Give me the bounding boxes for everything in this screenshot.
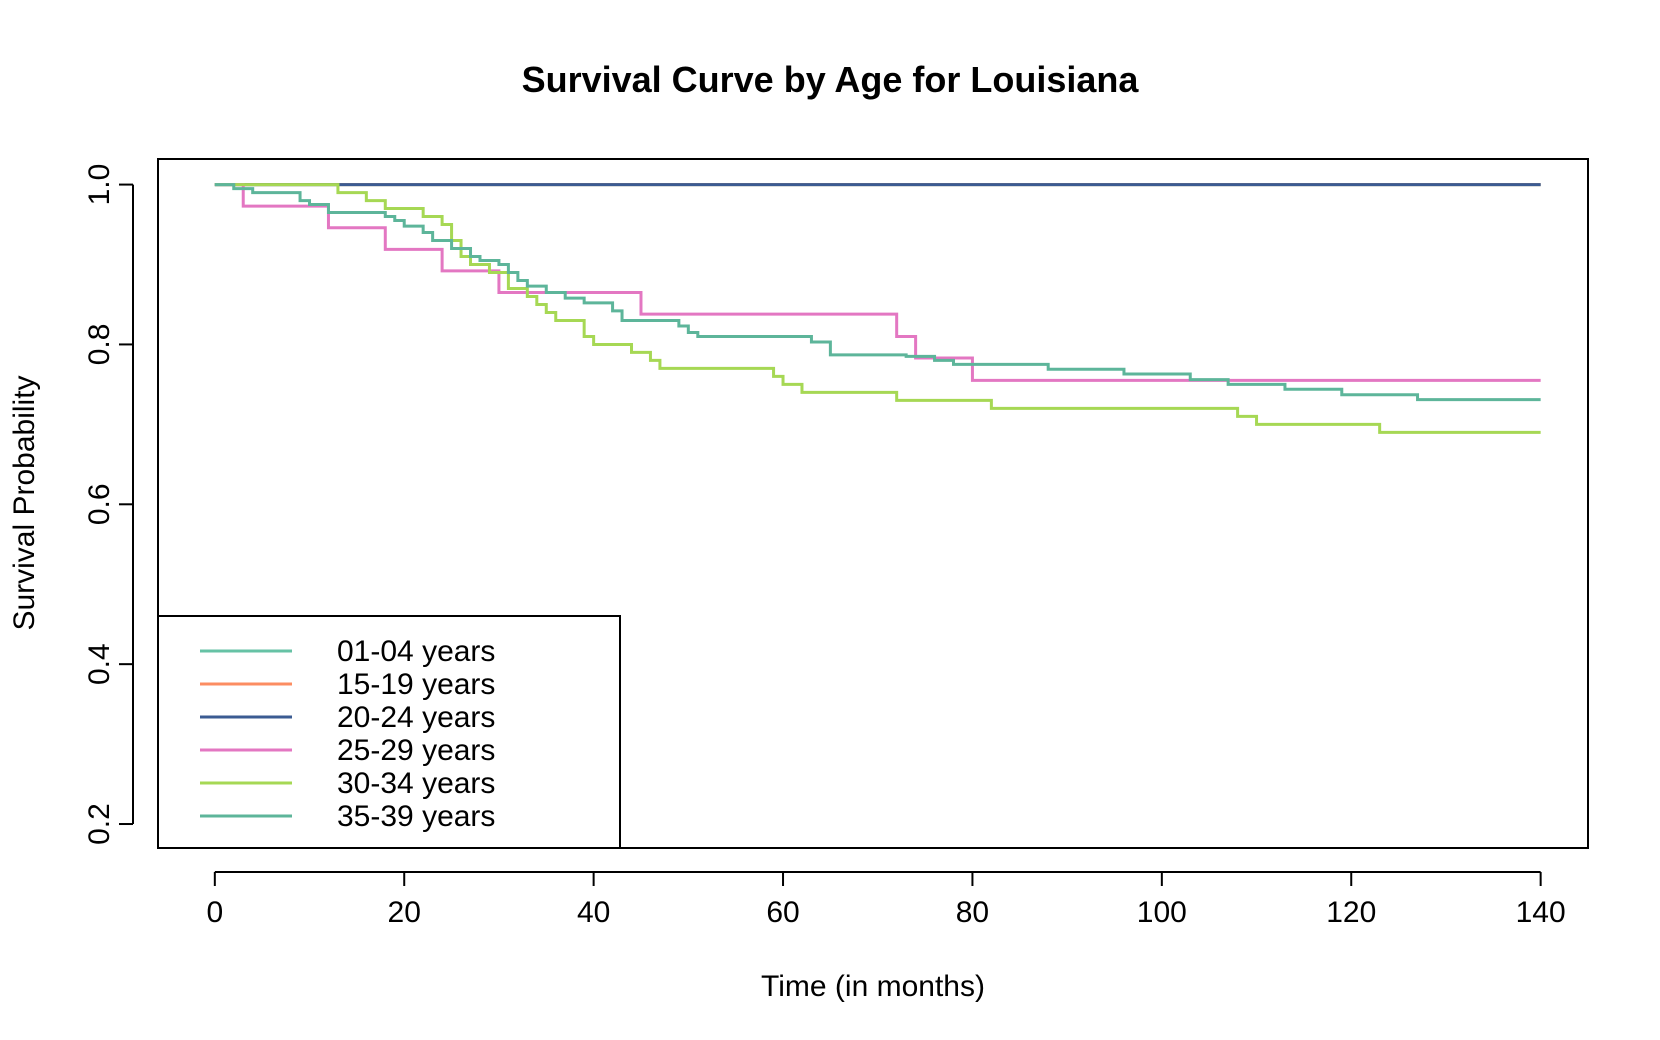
legend-label: 25-29 years	[337, 734, 495, 767]
x-axis: 0 20 40 60 80 100 120 140	[206, 871, 1566, 929]
legend-box	[157, 615, 621, 849]
chart-title: Survival Curve by Age for Louisiana	[522, 59, 1140, 100]
x-tick-label: 80	[956, 896, 989, 929]
y-tick-label: 0.2	[83, 803, 116, 845]
x-tick-label: 120	[1326, 896, 1376, 929]
legend-label: 01-04 years	[337, 635, 495, 668]
y-tick-label: 0.8	[83, 324, 116, 366]
series-30-34-years	[214, 183, 1541, 434]
x-tick-label: 20	[388, 896, 421, 929]
plot-frame	[157, 158, 1589, 849]
x-tick-label: 140	[1516, 896, 1566, 929]
y-axis: 0.2 0.4 0.6 0.8 1.0	[83, 164, 134, 845]
series-25-29-years	[214, 183, 1541, 382]
x-tick-label: 0	[206, 896, 223, 929]
legend-label: 35-39 years	[337, 800, 495, 833]
legend-label: 30-34 years	[337, 767, 495, 800]
x-tick-label: 40	[577, 896, 610, 929]
series-35-39-years	[214, 183, 1541, 402]
survival-line	[214, 183, 1541, 382]
x-tick-label: 100	[1137, 896, 1187, 929]
x-axis-label: Time (in months)	[761, 970, 985, 1003]
y-tick-label: 0.6	[83, 483, 116, 525]
survival-line	[214, 183, 1541, 434]
legend-label: 15-19 years	[337, 668, 495, 701]
legend-label: 20-24 years	[337, 701, 495, 734]
x-tick-label: 60	[766, 896, 799, 929]
survival-line	[214, 183, 1541, 402]
y-axis-label: Survival Probability	[8, 375, 41, 630]
y-tick-label: 1.0	[83, 164, 116, 206]
series-layer	[214, 183, 1541, 434]
y-tick-label: 0.4	[83, 643, 116, 685]
